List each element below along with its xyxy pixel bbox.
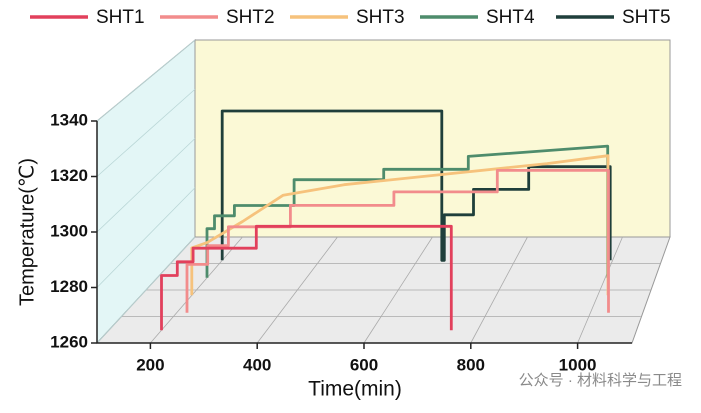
x-axis-title: Time(min) [308, 378, 402, 401]
y-tick-label: 1320 [50, 166, 88, 185]
series-line [220, 109, 612, 262]
grid [96, 39, 661, 344]
legend-label: SHT3 [356, 7, 405, 28]
y-tick-label: 1260 [50, 332, 88, 351]
legend-label: SHT1 [96, 7, 145, 28]
y-axis-title: Temperature(℃) [16, 158, 38, 306]
wall-grid-line [96, 88, 196, 177]
axes: 200 400 600 800 1000 1260 1280 1300 1320 1340 [50, 110, 632, 374]
y-tick-label: 1340 [50, 110, 88, 129]
wall-grid-line [96, 187, 196, 288]
wall-grid-line [96, 39, 196, 122]
series-line [185, 168, 610, 313]
wall-grid-line [96, 236, 196, 344]
series-line [160, 224, 453, 331]
x-tick-label: 200 [136, 355, 164, 374]
x-tick-label: 1000 [559, 355, 597, 374]
series-lines [160, 109, 612, 331]
legend-label: SHT5 [622, 7, 671, 28]
legend: SHT1 SHT2 SHT3 SHT4 SHT5 [30, 7, 671, 28]
y-tick-label: 1280 [50, 277, 88, 296]
wall-grid-line [96, 138, 196, 233]
legend-label: SHT2 [226, 7, 275, 28]
x-tick-label: 800 [457, 355, 485, 374]
series-line [190, 154, 610, 296]
watermark: 公众号 · 材料科学与工程 [519, 372, 682, 389]
legend-label: SHT4 [486, 7, 535, 28]
y-tick-label: 1300 [50, 221, 88, 240]
x-tick-label: 600 [350, 355, 378, 374]
x-tick-label: 400 [243, 355, 271, 374]
